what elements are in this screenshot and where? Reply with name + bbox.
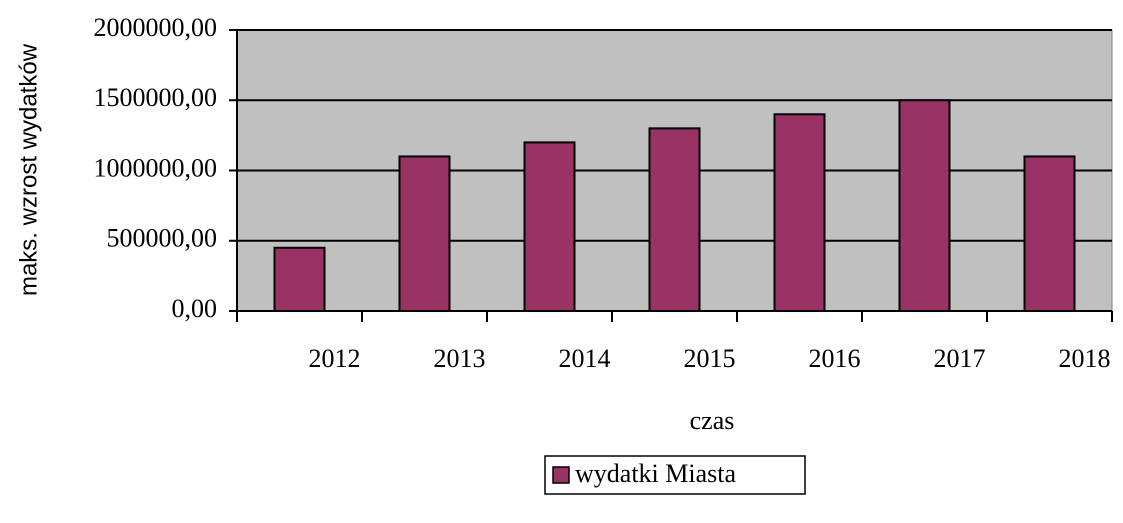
x-tick-label: 2014 bbox=[559, 344, 611, 373]
y-tick-label: 1500000,00 bbox=[94, 83, 218, 112]
legend-label: wydatki Miasta bbox=[575, 459, 736, 488]
x-tick-label: 2018 bbox=[1059, 344, 1111, 373]
legend-swatch bbox=[552, 466, 570, 484]
bar bbox=[273, 246, 326, 312]
bar bbox=[648, 127, 701, 312]
y-tick-label: 0,00 bbox=[172, 294, 218, 323]
x-tick-label: 2012 bbox=[309, 344, 361, 373]
bar bbox=[773, 113, 826, 312]
y-tick-label: 1000000,00 bbox=[94, 153, 218, 182]
y-axis-label: maks. wzrost wydatków bbox=[15, 43, 42, 296]
bar bbox=[898, 99, 951, 312]
legend bbox=[544, 455, 806, 495]
bar bbox=[1023, 155, 1076, 312]
x-tick-label: 2017 bbox=[934, 344, 986, 373]
y-tick-label: 2000000,00 bbox=[94, 13, 218, 42]
bar bbox=[398, 155, 451, 312]
x-tick-label: 2013 bbox=[434, 344, 486, 373]
y-tick-label: 500000,00 bbox=[107, 224, 218, 253]
x-axis-label: czas bbox=[690, 406, 735, 435]
x-tick-label: 2016 bbox=[809, 344, 861, 373]
x-tick-label: 2015 bbox=[684, 344, 736, 373]
bar bbox=[523, 141, 576, 312]
